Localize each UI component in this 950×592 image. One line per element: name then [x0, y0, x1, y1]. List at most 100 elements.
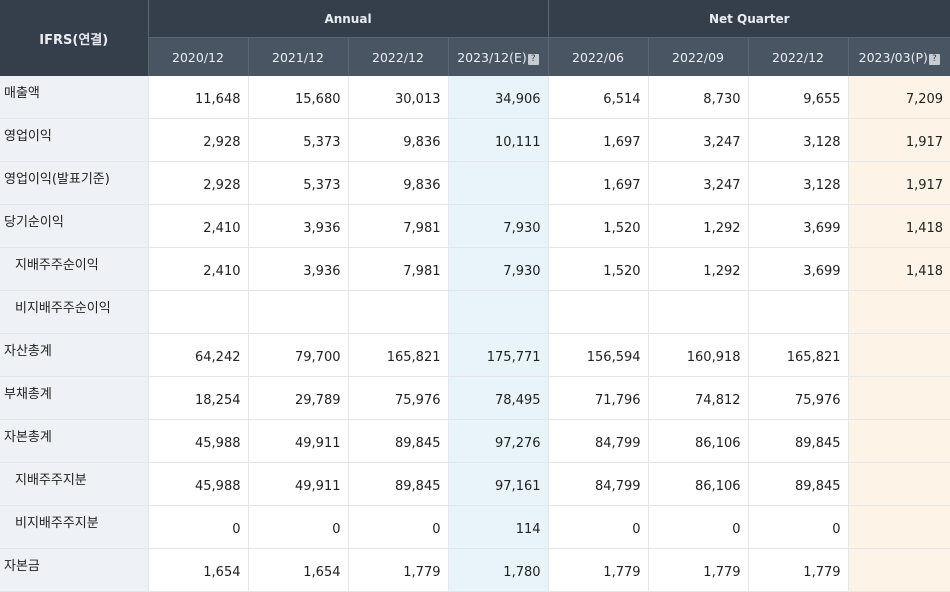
value-cell: 156,594 [547, 333, 649, 377]
row-label: 자산총계 [0, 333, 148, 377]
table-row: 지배주주지분 45,988 49,911 89,845 97,161 84,799 86,1… [0, 462, 950, 506]
value-cell: 7,209 [847, 76, 950, 119]
table-row: 비지배주주지분 0 0 0 114 0 0 0 [0, 505, 950, 549]
value-cell: 34,906 [447, 76, 549, 119]
period-header: 2022/12 [747, 37, 849, 76]
value-cell: 84,799 [547, 419, 649, 463]
value-cell: 11,648 [147, 76, 248, 119]
period-header: 2021/12 [247, 37, 348, 76]
value-cell: 7,981 [347, 204, 448, 248]
value-cell [747, 290, 849, 334]
value-cell: 1,418 [847, 247, 950, 291]
value-cell [847, 419, 950, 463]
value-cell: 2,928 [147, 161, 248, 205]
table-row: 자산총계 64,242 79,700 165,821 175,771 156,594 160… [0, 333, 950, 377]
value-cell: 1,779 [747, 548, 849, 592]
value-cell: 15,680 [247, 76, 348, 119]
value-cell: 3,936 [247, 247, 348, 291]
value-cell: 89,845 [347, 462, 448, 506]
value-cell: 45,988 [147, 462, 248, 506]
value-cell: 114 [447, 505, 549, 549]
value-cell: 7,930 [447, 204, 549, 248]
value-cell: 2,928 [147, 118, 248, 162]
value-cell [547, 290, 649, 334]
value-cell: 3,247 [647, 118, 749, 162]
value-cell: 1,520 [547, 204, 649, 248]
value-cell: 1,520 [547, 247, 649, 291]
value-cell: 3,936 [247, 204, 348, 248]
value-cell: 1,779 [647, 548, 749, 592]
value-cell [647, 290, 749, 334]
value-cell: 89,845 [747, 462, 849, 506]
value-cell: 1,780 [447, 548, 549, 592]
table-row: 부채총계 18,254 29,789 75,976 78,495 71,796 74,812… [0, 376, 950, 420]
period-header-estimate: 2023/12(E)? [447, 37, 549, 76]
table-corner-header: IFRS(연결) [0, 0, 148, 76]
value-cell: 89,845 [347, 419, 448, 463]
table-row: 지배주주순이익 2,410 3,936 7,981 7,930 1,520 1,292 3,6… [0, 247, 950, 291]
row-label: 당기순이익 [0, 204, 148, 248]
value-cell: 3,128 [747, 118, 849, 162]
value-cell: 165,821 [747, 333, 849, 377]
table-row: 비지배주주순이익 [0, 290, 950, 334]
row-label: 영업이익 [0, 118, 148, 162]
value-cell: 71,796 [547, 376, 649, 420]
value-cell: 1,654 [147, 548, 248, 592]
value-cell: 2,410 [147, 204, 248, 248]
value-cell: 1,917 [847, 118, 950, 162]
value-cell: 89,845 [747, 419, 849, 463]
quarter-group-header: Net Quarter [547, 0, 950, 38]
value-cell: 84,799 [547, 462, 649, 506]
value-cell [847, 376, 950, 420]
value-cell: 1,292 [647, 204, 749, 248]
value-cell: 3,128 [747, 161, 849, 205]
value-cell: 1,697 [547, 118, 649, 162]
value-cell: 2,410 [147, 247, 248, 291]
value-cell: 7,981 [347, 247, 448, 291]
row-label: 자본총계 [0, 419, 148, 463]
value-cell: 30,013 [347, 76, 448, 119]
value-cell: 8,730 [647, 76, 749, 119]
table-row: 영업이익 2,928 5,373 9,836 10,111 1,697 3,247 3,128… [0, 118, 950, 162]
value-cell: 3,699 [747, 247, 849, 291]
info-icon[interactable]: ? [527, 53, 539, 65]
value-cell [847, 548, 950, 592]
value-cell: 5,373 [247, 161, 348, 205]
table-row: 당기순이익 2,410 3,936 7,981 7,930 1,520 1,292 3,699… [0, 204, 950, 248]
value-cell: 160,918 [647, 333, 749, 377]
value-cell: 97,161 [447, 462, 549, 506]
row-label: 지배주주지분 [0, 462, 148, 506]
value-cell: 165,821 [347, 333, 448, 377]
value-cell: 64,242 [147, 333, 248, 377]
row-label: 매출액 [0, 76, 148, 119]
value-cell [847, 462, 950, 506]
value-cell [347, 290, 448, 334]
value-cell [147, 290, 248, 334]
value-cell: 45,988 [147, 419, 248, 463]
value-cell [447, 161, 549, 205]
value-cell: 3,247 [647, 161, 749, 205]
value-cell: 1,779 [547, 548, 649, 592]
value-cell: 86,106 [647, 419, 749, 463]
period-header: 2020/12 [147, 37, 248, 76]
value-cell: 49,911 [247, 462, 348, 506]
table-row: 자본총계 45,988 49,911 89,845 97,276 84,799 86,106… [0, 419, 950, 463]
value-cell: 78,495 [447, 376, 549, 420]
period-header: 2022/06 [547, 37, 649, 76]
value-cell: 0 [247, 505, 348, 549]
value-cell: 5,373 [247, 118, 348, 162]
value-cell: 1,697 [547, 161, 649, 205]
value-cell: 49,911 [247, 419, 348, 463]
info-icon[interactable]: ? [928, 53, 940, 65]
value-cell: 75,976 [747, 376, 849, 420]
table-row: 자본금 1,654 1,654 1,779 1,780 1,779 1,779 1,779 [0, 548, 950, 592]
row-label: 비지배주주순이익 [0, 290, 148, 334]
value-cell: 79,700 [247, 333, 348, 377]
value-cell: 29,789 [247, 376, 348, 420]
period-header: 2022/12 [347, 37, 448, 76]
row-label: 자본금 [0, 548, 148, 592]
period-header-provisional: 2023/03(P)? [847, 37, 950, 76]
value-cell: 1,292 [647, 247, 749, 291]
value-cell: 9,836 [347, 118, 448, 162]
